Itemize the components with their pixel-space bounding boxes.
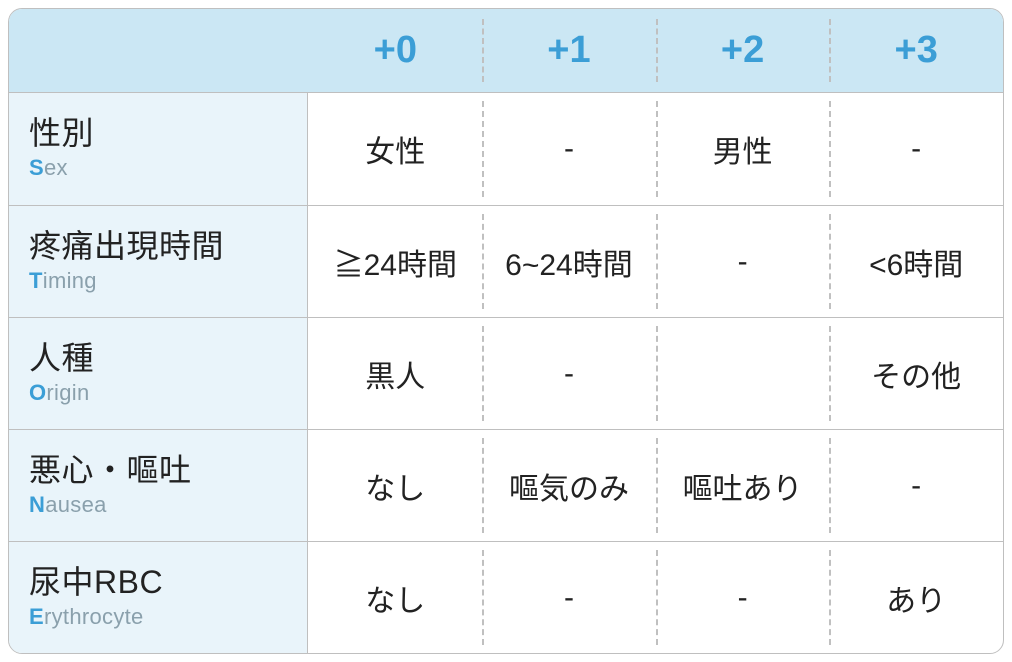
cell: - [829,429,1003,541]
cell: なし [308,541,482,653]
table-body: 性別 Sex 女性 - 男性 - 疼痛出現時間 Timing ≧24時間 6~2… [9,93,1003,653]
row-label-en: Nausea [29,492,307,518]
cell: 女性 [308,93,482,205]
header-blank [9,9,308,93]
cell: その他 [829,317,1003,429]
cell: - [482,93,656,205]
row-label-en: Origin [29,380,307,406]
cell: あり [829,541,1003,653]
header-col-2: +2 [656,9,830,93]
table-container: +0 +1 +2 +3 性別 Sex 女性 - 男性 - 疼痛出現時間 Tim [0,0,1012,662]
header-row: +0 +1 +2 +3 [9,9,1003,93]
table-row: 人種 Origin 黒人 - その他 [9,317,1003,429]
row-label-en: Erythrocyte [29,604,307,630]
cell: 嘔気のみ [482,429,656,541]
cell: 6~24時間 [482,205,656,317]
row-label: 性別 Sex [9,93,308,205]
header-col-0: +0 [308,9,482,93]
row-label-jp: 性別 [29,116,307,151]
cell: <6時間 [829,205,1003,317]
stone-score-table: +0 +1 +2 +3 性別 Sex 女性 - 男性 - 疼痛出現時間 Tim [8,8,1004,654]
cell: 嘔吐あり [656,429,830,541]
cell: - [482,317,656,429]
row-label: 尿中RBC Erythrocyte [9,541,308,653]
cell: なし [308,429,482,541]
row-label-jp: 人種 [29,341,307,376]
row-label-jp: 悪心・嘔吐 [29,453,307,488]
cell: 黒人 [308,317,482,429]
cell: 男性 [656,93,830,205]
header-col-1: +1 [482,9,656,93]
table-row: 悪心・嘔吐 Nausea なし 嘔気のみ 嘔吐あり - [9,429,1003,541]
cell: ≧24時間 [308,205,482,317]
row-label-en: Timing [29,268,307,294]
cell: - [656,541,830,653]
cell [656,317,830,429]
cell: - [829,93,1003,205]
cell: - [656,205,830,317]
row-label-jp: 尿中RBC [29,565,307,600]
row-label-en: Sex [29,155,307,181]
header-col-3: +3 [829,9,1003,93]
row-label: 悪心・嘔吐 Nausea [9,429,308,541]
row-label: 疼痛出現時間 Timing [9,205,308,317]
table-row: 性別 Sex 女性 - 男性 - [9,93,1003,205]
table-row: 尿中RBC Erythrocyte なし - - あり [9,541,1003,653]
row-label: 人種 Origin [9,317,308,429]
row-label-jp: 疼痛出現時間 [29,229,307,264]
table-row: 疼痛出現時間 Timing ≧24時間 6~24時間 - <6時間 [9,205,1003,317]
cell: - [482,541,656,653]
